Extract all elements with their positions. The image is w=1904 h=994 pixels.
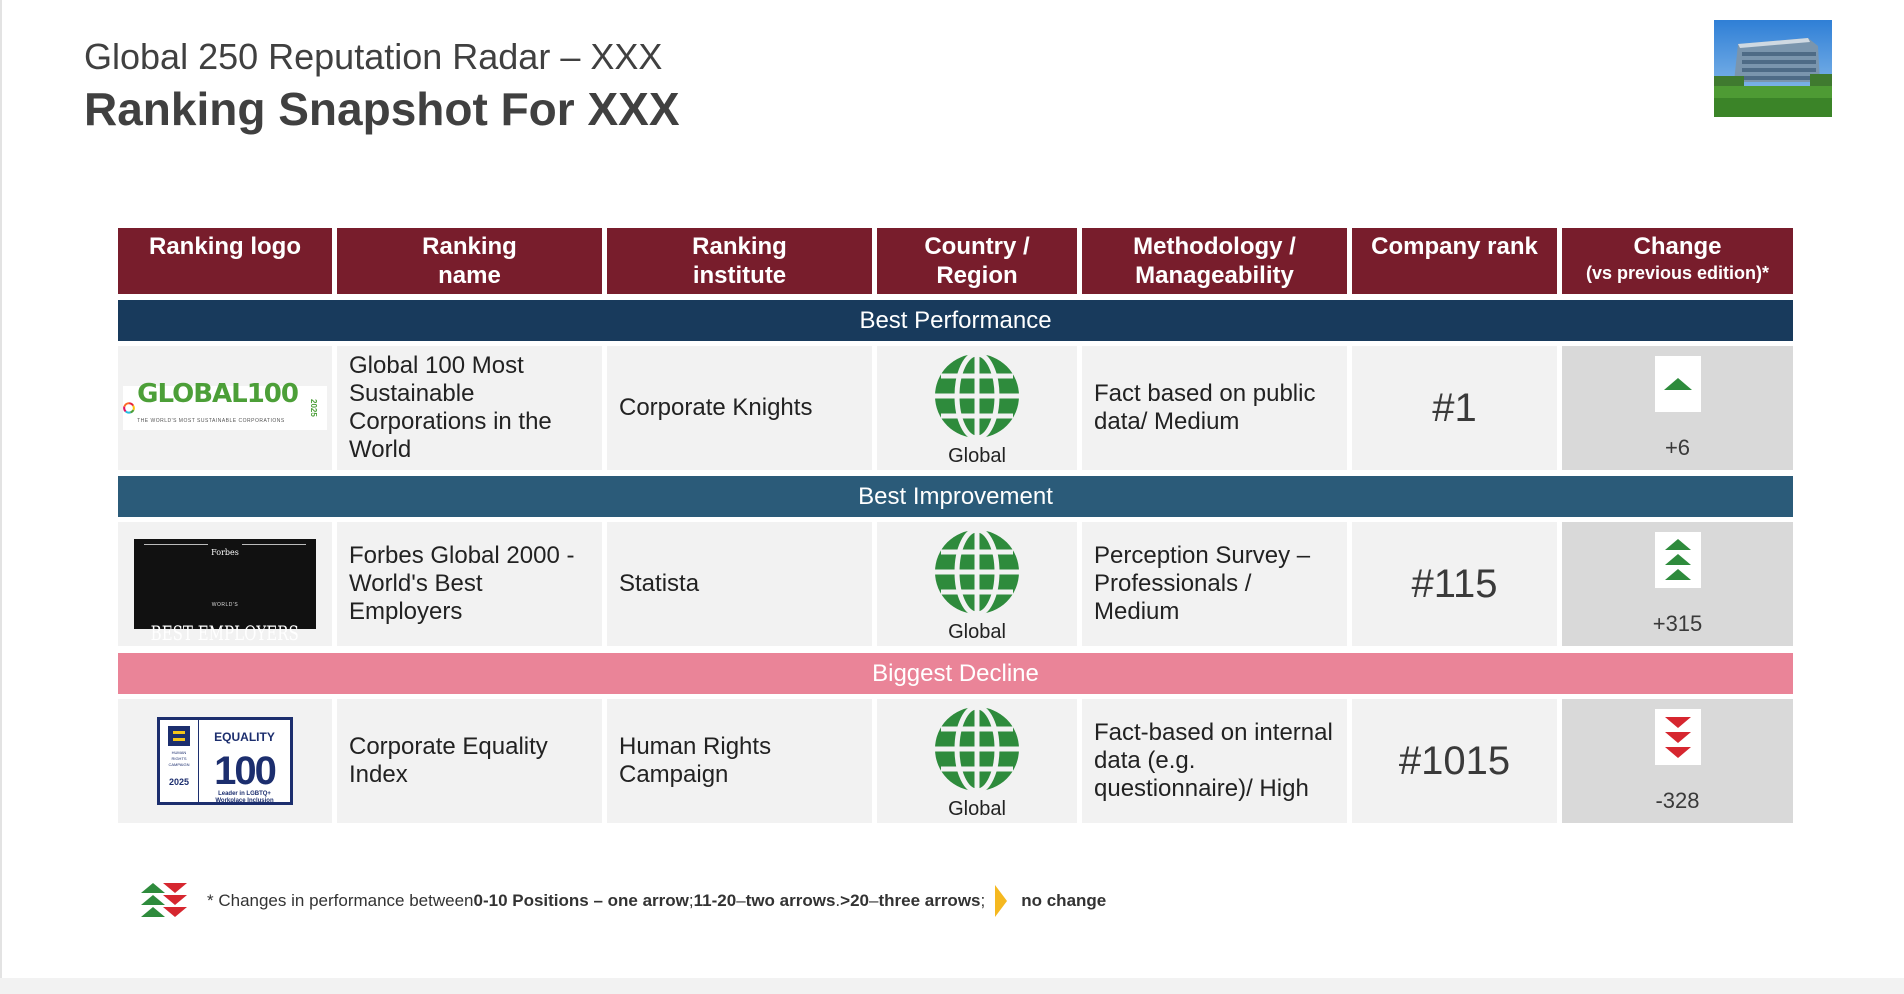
region-cell: Global bbox=[877, 346, 1077, 470]
hrc-logo-left: HUMAN RIGHTS CAMPAIGN bbox=[168, 750, 190, 767]
region-label: Global bbox=[948, 798, 1006, 820]
region-label: Global bbox=[948, 621, 1006, 643]
ranking-institute: Human Rights Campaign bbox=[607, 699, 872, 823]
footnote-bold: three arrows bbox=[878, 891, 981, 910]
hrc-logo-top: EQUALITY bbox=[214, 730, 275, 744]
page-subtitle: Global 250 Reputation Radar – XXX bbox=[84, 36, 663, 77]
change-arrow-box bbox=[1654, 532, 1701, 588]
col-header-rank: Company rank bbox=[1352, 228, 1557, 294]
global100-logo-year: 2025 bbox=[309, 399, 318, 417]
arrows-legend-icon bbox=[141, 883, 187, 917]
global100-logo-text: GLOBAL100 bbox=[137, 379, 299, 409]
footnote-bold: no change bbox=[1021, 891, 1107, 910]
col-header-institute-line2: institute bbox=[692, 262, 787, 289]
footnote-text: – bbox=[868, 891, 879, 910]
ranking-name: Global 100 Most Sustainable Corporations… bbox=[337, 346, 602, 470]
col-header-change: Change (vs previous edition)* bbox=[1562, 228, 1793, 294]
footnote-bold: two arrows bbox=[745, 891, 836, 910]
band-best-performance: Best Performance bbox=[118, 300, 1793, 341]
logo-forbes-best-employers: Forbes WORLD'S BEST EMPLOYERS bbox=[118, 522, 332, 646]
change-cell: -328 bbox=[1562, 699, 1793, 823]
no-change-arrow-icon bbox=[995, 885, 1008, 917]
footnote-text: ; bbox=[980, 891, 986, 910]
region-cell: Global bbox=[877, 699, 1077, 823]
company-rank: #1 bbox=[1352, 346, 1557, 470]
region-label: Global bbox=[948, 445, 1006, 467]
col-header-region: Country / Region bbox=[877, 228, 1077, 294]
footnote-text: . bbox=[835, 891, 841, 910]
triple-arrow-down-icon bbox=[1664, 717, 1691, 758]
col-header-rank-label: Company rank bbox=[1371, 233, 1538, 260]
methodology: Fact based on public data/ Medium bbox=[1082, 346, 1347, 470]
hrc-equal-icon bbox=[168, 726, 190, 746]
region-cell: Global bbox=[877, 522, 1077, 646]
building-photo bbox=[1714, 20, 1832, 117]
band-biggest-decline: Biggest Decline bbox=[118, 653, 1793, 694]
forbes-logo-top: Forbes bbox=[208, 539, 242, 567]
forbes-logo-text: BEST EMPLOYERS bbox=[150, 621, 300, 645]
change-cell: +315 bbox=[1562, 522, 1793, 646]
change-arrow-box bbox=[1654, 356, 1701, 412]
footnote-bold: 0-10 Positions – one arrow bbox=[473, 891, 689, 910]
globe-icon bbox=[935, 527, 1019, 617]
forbes-logo-small: WORLD'S bbox=[211, 602, 239, 608]
global100-logo-tagline: THE WORLD'S MOST SUSTAINABLE CORPORATION… bbox=[137, 418, 285, 424]
global100-ring-icon bbox=[123, 402, 135, 414]
company-rank: #115 bbox=[1352, 522, 1557, 646]
change-value: +6 bbox=[1664, 435, 1691, 460]
page-title: Ranking Snapshot For XXX bbox=[84, 83, 680, 135]
arrow-up-icon bbox=[1663, 378, 1692, 390]
footnote-text: ; bbox=[688, 891, 694, 910]
col-header-region-line1: Country / bbox=[924, 233, 1030, 260]
methodology: Perception Survey – Professionals / Medi… bbox=[1082, 522, 1347, 646]
footnote-bold: >20 bbox=[840, 891, 869, 910]
col-header-methodology-line2: Manageability bbox=[1135, 262, 1294, 289]
col-header-region-line2: Region bbox=[936, 262, 1018, 289]
hrc-logo-year: 2025 bbox=[168, 777, 190, 787]
ranking-name: Corporate Equality Index bbox=[337, 699, 602, 823]
logo-global100: GLOBAL100 THE WORLD'S MOST SUSTAINABLE C… bbox=[118, 346, 332, 470]
col-header-name-line2: name bbox=[438, 262, 501, 289]
col-header-institute-line1: Ranking bbox=[692, 233, 787, 260]
col-header-methodology: Methodology / Manageability bbox=[1082, 228, 1347, 294]
logo-equality-100: HUMAN RIGHTS CAMPAIGN 2025 EQUALITY 100 … bbox=[118, 699, 332, 823]
col-header-logo-label: Ranking logo bbox=[149, 233, 301, 260]
hrc-logo-tagline: Leader in LGBTQ+ Workplace Inclusion bbox=[215, 791, 274, 804]
ranking-institute: Statista bbox=[607, 522, 872, 646]
change-cell: +6 bbox=[1562, 346, 1793, 470]
col-header-logo: Ranking logo bbox=[118, 228, 332, 294]
triple-arrow-up-icon bbox=[1664, 539, 1691, 580]
band-best-improvement: Best Improvement bbox=[118, 476, 1793, 517]
col-header-name-line1: Ranking bbox=[422, 233, 517, 260]
col-header-methodology-line1: Methodology / bbox=[1133, 233, 1296, 260]
col-header-name: Ranking name bbox=[337, 228, 602, 294]
col-header-change-line2: (vs previous edition)* bbox=[1585, 263, 1770, 283]
change-value: +315 bbox=[1652, 611, 1703, 636]
footnote: * Changes in performance between 0-10 Po… bbox=[139, 876, 1106, 926]
company-rank: #1015 bbox=[1352, 699, 1557, 823]
ranking-name: Forbes Global 2000 - World's Best Employ… bbox=[337, 522, 602, 646]
footnote-text: * Changes in performance between bbox=[207, 891, 474, 910]
change-arrow-box bbox=[1654, 709, 1701, 765]
hrc-logo-text: 100 bbox=[214, 749, 277, 793]
globe-icon bbox=[935, 704, 1019, 794]
footnote-text: – bbox=[736, 891, 746, 910]
ranking-institute: Corporate Knights bbox=[607, 346, 872, 470]
methodology: Fact-based on internal data (e.g. questi… bbox=[1082, 699, 1347, 823]
globe-icon bbox=[935, 351, 1019, 441]
col-header-institute: Ranking institute bbox=[607, 228, 872, 294]
change-value: -328 bbox=[1655, 788, 1700, 813]
footnote-bold: 11-20 bbox=[693, 891, 737, 910]
col-header-change-line1: Change bbox=[1633, 233, 1722, 260]
